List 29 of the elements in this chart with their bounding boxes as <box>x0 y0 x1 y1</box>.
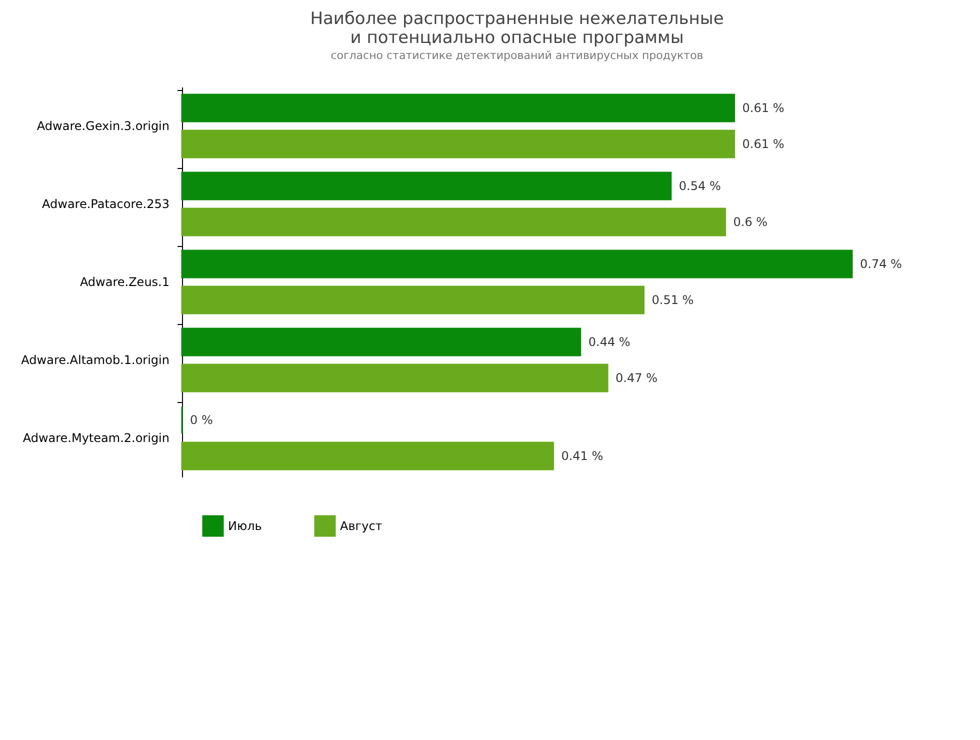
y-tick-label: Adware.Zeus.1 <box>80 275 170 289</box>
bar <box>181 172 672 200</box>
data-label: 0.47 % <box>616 371 658 385</box>
y-tick-label: Adware.Altamob.1.origin <box>21 353 170 367</box>
bar <box>181 286 645 314</box>
bar <box>181 130 736 158</box>
text: и потенциально опасные программы <box>350 28 684 48</box>
bar <box>181 250 853 278</box>
chart-subtitle: согласно статистике детектирований антивирусных продуктов <box>330 49 704 62</box>
data-label: 0.41 % <box>561 449 604 463</box>
bar <box>181 94 736 122</box>
y-tick-label: Adware.Gexin.3.origin <box>36 119 170 133</box>
y-tick-label: Adware.Myteam.2.origin <box>22 431 170 445</box>
data-label: 0.61 % <box>742 101 784 115</box>
legend-label: Август <box>340 519 382 533</box>
bar <box>181 208 726 236</box>
text: Наиболее распространенные нежелательные <box>310 9 724 29</box>
legend-label: Июль <box>228 519 262 533</box>
bar <box>181 328 582 356</box>
data-label: 0.6 % <box>733 215 768 229</box>
bar <box>181 364 608 392</box>
data-label: 0.51 % <box>652 293 694 307</box>
data-label: 0.61 % <box>742 137 784 151</box>
bar <box>181 442 554 470</box>
data-label: 0.74 % <box>860 257 902 271</box>
data-label: 0 % <box>190 413 213 427</box>
y-tick-label: Adware.Patacore.253 <box>42 197 170 211</box>
data-label: 0.44 % <box>588 335 630 349</box>
data-label: 0.54 % <box>678 179 721 193</box>
